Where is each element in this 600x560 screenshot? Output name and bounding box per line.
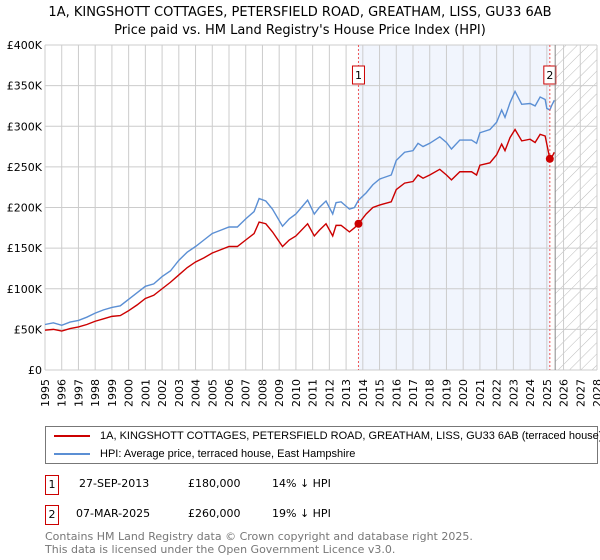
legend-label: 1A, KINGSHOTT COTTAGES, PETERSFIELD ROAD… xyxy=(100,430,600,442)
x-tick-label: 2005 xyxy=(206,379,219,407)
legend-swatch-red xyxy=(54,435,90,437)
footer-line: This data is licensed under the Open Gov… xyxy=(45,543,396,556)
x-tick-label: 2026 xyxy=(558,379,571,407)
transaction-price: £260,000 xyxy=(188,507,241,520)
x-tick-label: 2023 xyxy=(507,379,520,407)
x-tick-label: 1998 xyxy=(89,379,102,407)
x-tick-label: 2007 xyxy=(240,379,253,407)
y-tick-label: £100K xyxy=(7,283,43,296)
x-tick-label: 2027 xyxy=(574,379,587,407)
sale-point xyxy=(354,219,363,228)
legend-swatch-blue xyxy=(54,453,90,455)
x-tick-label: 2003 xyxy=(173,379,186,407)
transaction-badge: 2 xyxy=(45,505,59,525)
x-tick-label: 2013 xyxy=(340,379,353,407)
legend-item-hpi: HPI: Average price, terraced house, East… xyxy=(54,446,355,462)
x-tick-label: 2020 xyxy=(457,379,470,407)
sale-badge-label: 1 xyxy=(355,69,362,82)
y-tick-label: £350K xyxy=(7,80,43,93)
y-tick-label: £200K xyxy=(7,202,43,215)
y-tick-label: £400K xyxy=(7,39,43,52)
x-tick-label: 2022 xyxy=(491,379,504,407)
x-tick-label: 1997 xyxy=(72,379,85,407)
transaction-date: 27-SEP-2013 xyxy=(79,477,150,490)
property-price-line xyxy=(44,128,555,332)
sale-point xyxy=(545,154,554,163)
x-tick-label: 2016 xyxy=(390,379,403,407)
y-tick-label: £250K xyxy=(7,161,43,174)
y-tick-label: £300K xyxy=(7,120,43,133)
x-tick-label: 2028 xyxy=(591,379,600,407)
x-tick-label: 2004 xyxy=(190,379,203,407)
chart-title: 1A, KINGSHOTT COTTAGES, PETERSFIELD ROAD… xyxy=(0,4,600,40)
x-tick-label: 2019 xyxy=(440,379,453,407)
x-tick-label: 2015 xyxy=(374,379,387,407)
legend-label: HPI: Average price, terraced house, East… xyxy=(100,448,356,460)
x-tick-label: 2025 xyxy=(541,379,554,407)
x-tick-label: 2012 xyxy=(323,379,336,407)
x-tick-label: 2017 xyxy=(407,379,420,407)
x-tick-label: 2009 xyxy=(273,379,286,407)
x-tick-label: 1996 xyxy=(56,379,69,407)
y-tick-label: £150K xyxy=(7,242,43,255)
title-line: 1A, KINGSHOTT COTTAGES, PETERSFIELD ROAD… xyxy=(48,5,552,20)
sale-badge-box xyxy=(543,65,557,85)
subtitle-line: Price paid vs. HM Land Registry's House … xyxy=(114,23,486,38)
x-tick-label: 2008 xyxy=(256,379,269,407)
transaction-price: £180,000 xyxy=(188,477,241,490)
x-tick-label: 1995 xyxy=(39,379,52,407)
x-tick-label: 2018 xyxy=(424,379,437,407)
x-tick-label: 1999 xyxy=(106,379,119,407)
footer: Contains HM Land Registry data © Crown c… xyxy=(45,530,473,556)
transaction-hpi-diff: 19% ↓ HPI xyxy=(272,507,331,520)
hpi-line xyxy=(44,89,555,327)
transaction-date: 07-MAR-2025 xyxy=(76,507,151,520)
x-tick-label: 2011 xyxy=(307,379,320,407)
transaction-hpi-diff: 14% ↓ HPI xyxy=(272,477,331,490)
y-tick-label: £50K xyxy=(14,323,43,336)
sale-badge-box xyxy=(351,65,365,85)
x-tick-label: 2006 xyxy=(223,379,236,407)
sale-badge-label: 2 xyxy=(546,69,553,82)
legend: 1A, KINGSHOTT COTTAGES, PETERSFIELD ROAD… xyxy=(45,426,600,464)
footer-line: Contains HM Land Registry data © Crown c… xyxy=(45,530,473,543)
y-tick-label: £0 xyxy=(28,364,42,377)
x-tick-label: 2010 xyxy=(290,379,303,407)
x-tick-label: 2001 xyxy=(139,379,152,407)
x-tick-label: 2024 xyxy=(524,379,537,407)
x-tick-label: 2000 xyxy=(123,379,136,407)
legend-item-property: 1A, KINGSHOTT COTTAGES, PETERSFIELD ROAD… xyxy=(54,428,600,444)
transaction-badge: 1 xyxy=(45,475,59,495)
x-tick-label: 2002 xyxy=(156,379,169,407)
x-tick-label: 2021 xyxy=(474,379,487,407)
x-tick-label: 2014 xyxy=(357,379,370,407)
